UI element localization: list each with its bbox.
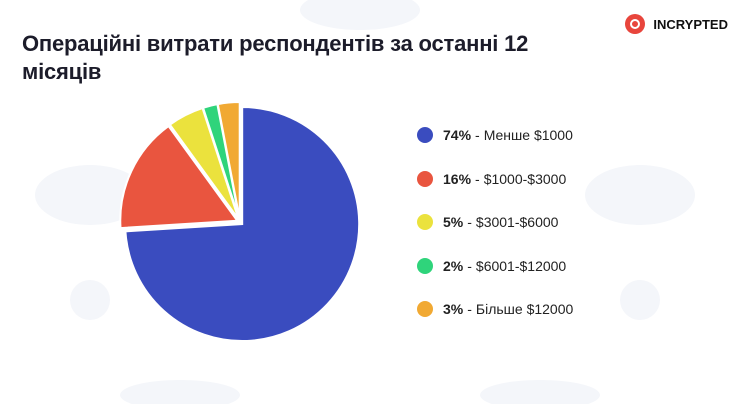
legend-label: Більше $12000 [475,301,574,317]
pie-slice [124,106,361,343]
logo-icon [625,14,646,34]
legend-value: 16% [443,170,472,187]
legend-value: 2% [443,257,464,274]
legend-item: 3% - Більше $12000 [417,298,573,320]
logo-text: INCRYPTED [653,16,728,32]
chart-title: Операційні витрати респондентів за остан… [22,31,529,84]
legend-separator: - [467,301,472,317]
pie [119,101,361,343]
legend: 74% - Менше $1000 16% - $1000-$3000 5% - $3001-$… [417,124,573,342]
legend-value: 74% [443,127,472,143]
legend-separator: - [467,214,472,230]
legend-marker [417,127,433,143]
legend-label: $3001-$6000 [475,214,559,230]
legend-item: 16% - $1000-$3000 [417,168,573,190]
legend-value: 3% [443,301,464,317]
legend-label: $1000-$3000 [483,170,567,187]
legend-value: 5% [443,214,464,230]
pie-slice [216,101,241,220]
legend-marker [417,214,433,230]
legend-marker [417,257,433,274]
logo: INCRYPTED [625,14,728,34]
legend-item: 2% - $6001-$12000 [417,255,573,277]
legend-label: Менше $1000 [483,127,573,143]
legend-marker [417,301,433,317]
legend-item: 5% - $3001-$6000 [417,211,573,233]
legend-label: $6001-$12000 [475,257,567,274]
pie-slice [119,124,240,230]
legend-separator: - [475,170,480,187]
legend-item: 74% - Менше $1000 [417,124,573,146]
legend-separator: - [467,257,472,274]
decoration [35,0,695,404]
legend-marker [417,170,433,187]
legend-separator: - [475,127,480,143]
